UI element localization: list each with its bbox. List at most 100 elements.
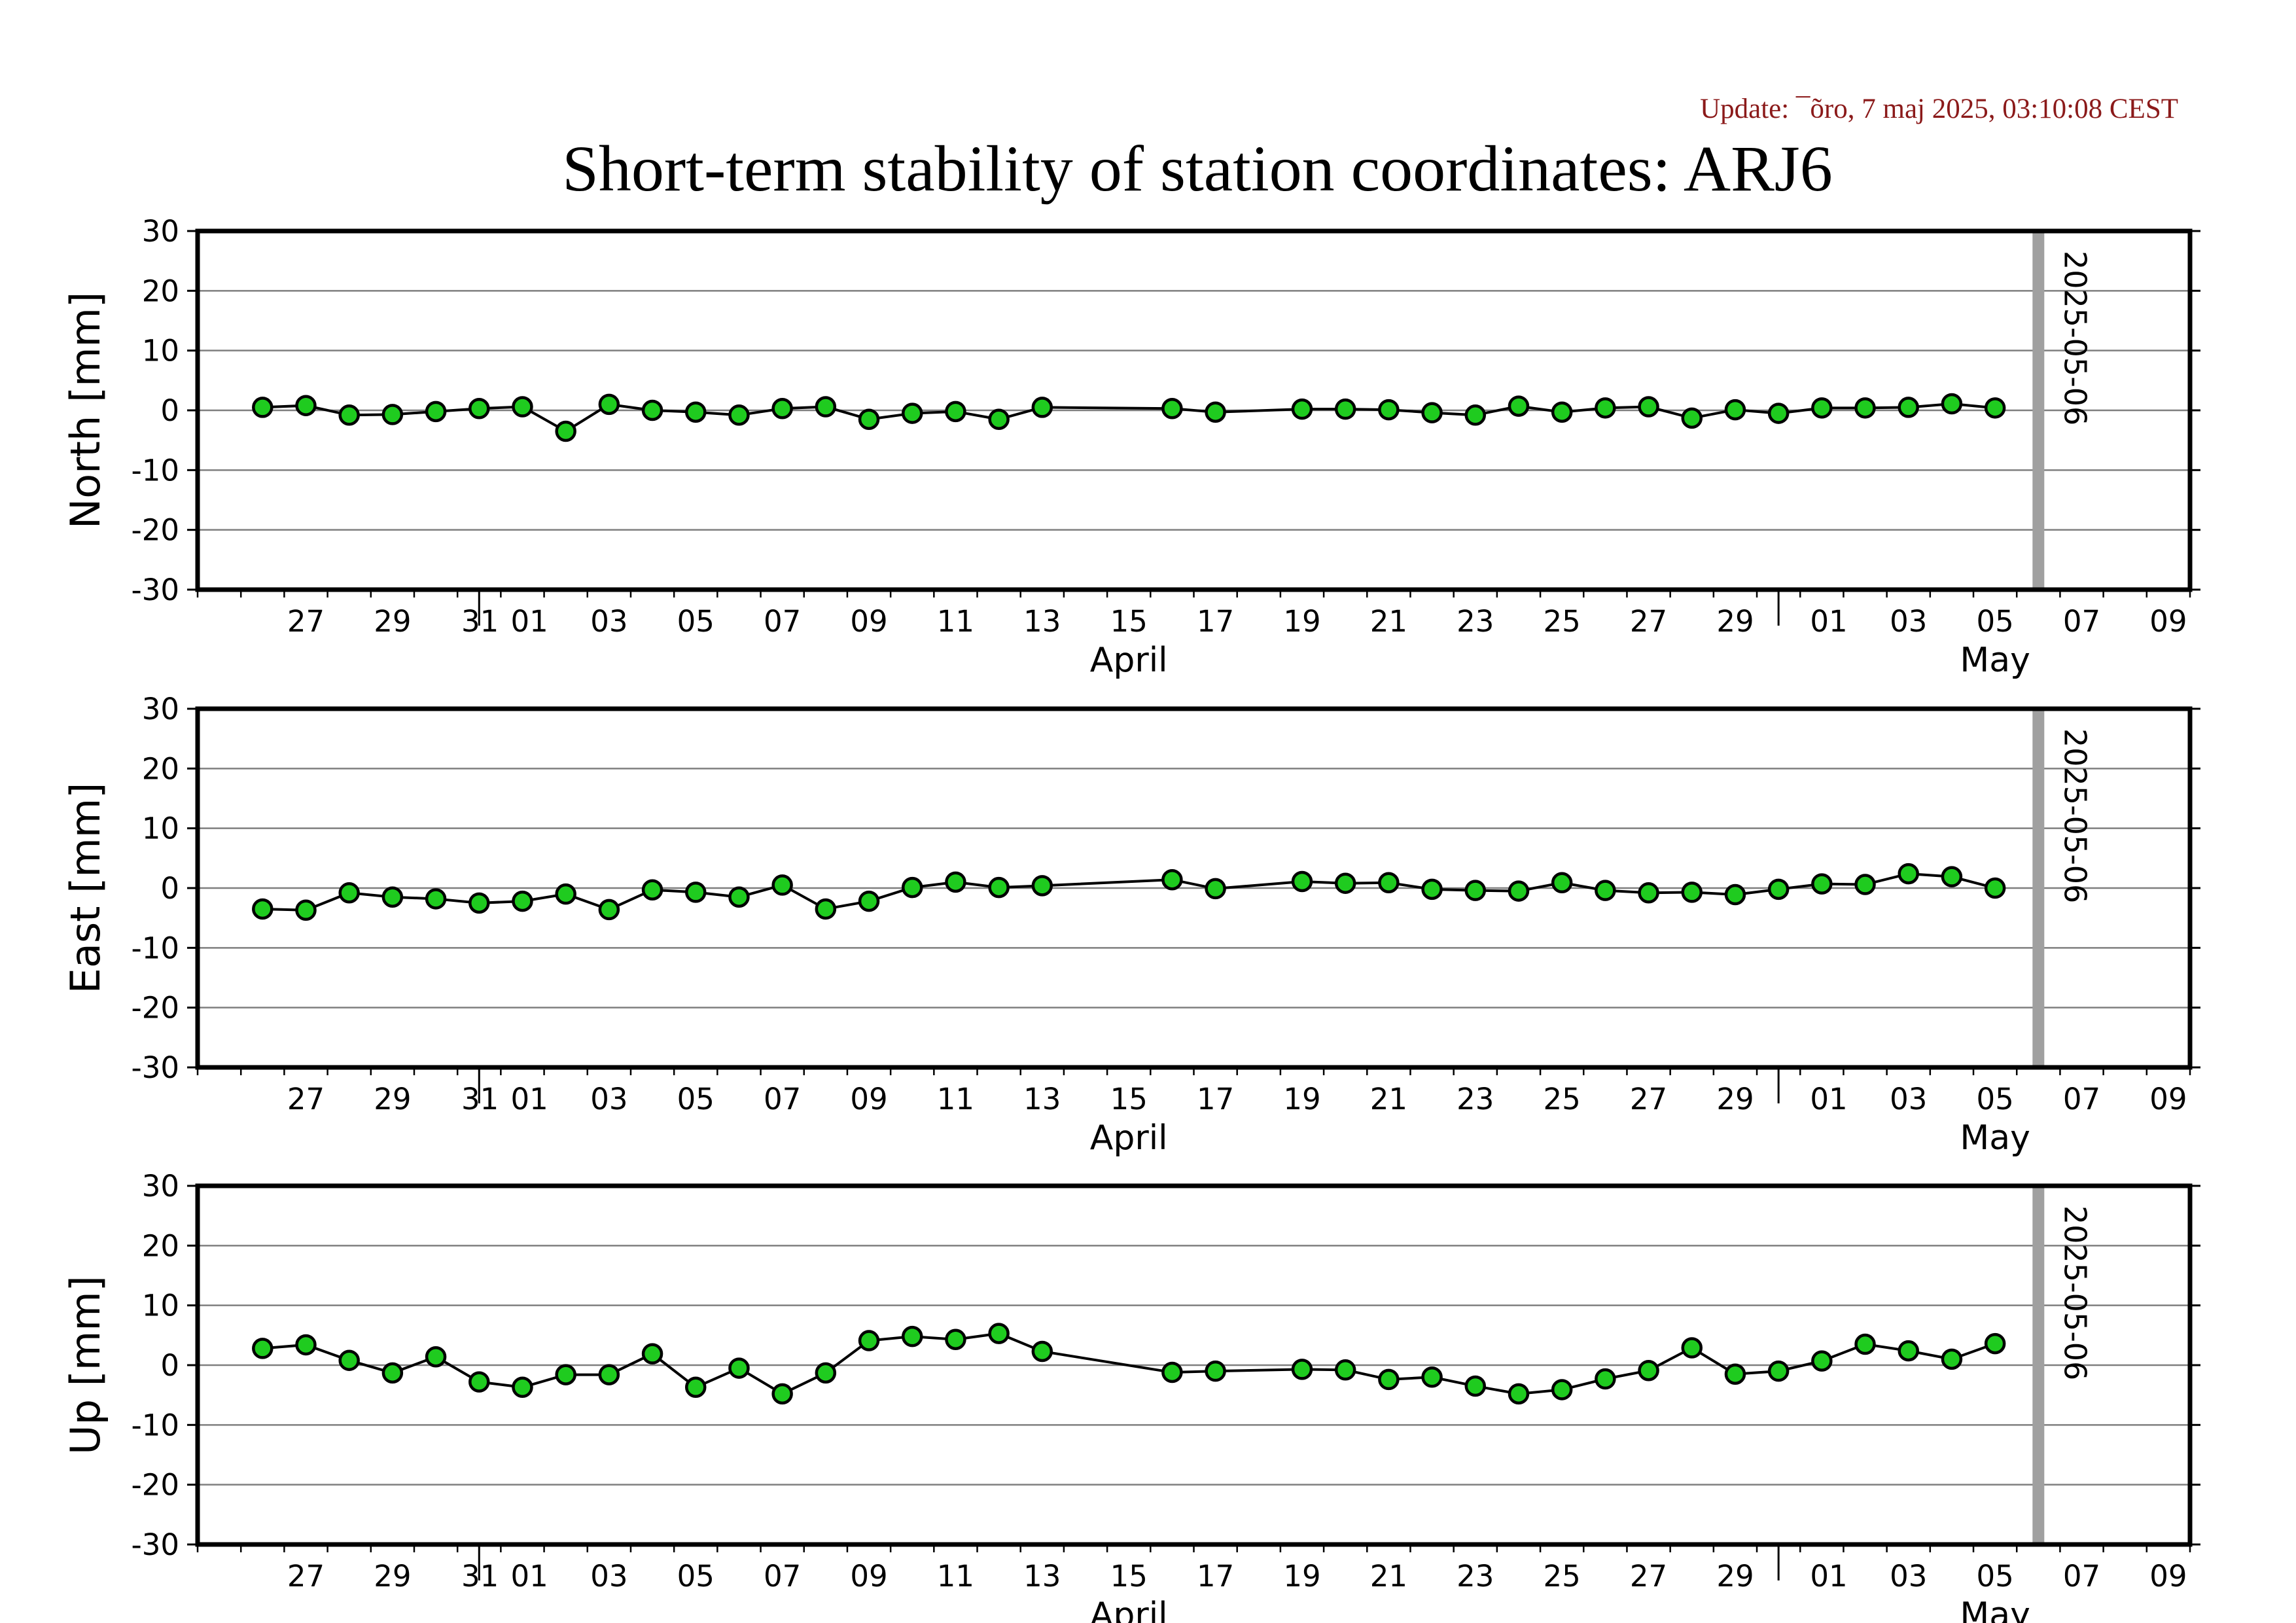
x-tick-label: 27	[1630, 1082, 1667, 1116]
data-point	[1508, 395, 1530, 417]
x-tick-label: 15	[1110, 1082, 1148, 1116]
data-point	[252, 397, 274, 418]
x-tick-label: 17	[1197, 604, 1234, 639]
data-point	[1724, 1363, 1746, 1385]
data-point	[252, 1338, 274, 1359]
data-point	[1421, 1366, 1443, 1388]
y-axis-label: North [mm]	[62, 292, 109, 529]
date-marker-label: 2025-05-06	[2057, 251, 2093, 425]
x-tick-label: 23	[1457, 1082, 1494, 1116]
month-label: April	[1090, 1118, 1168, 1158]
month-label: May	[1960, 1596, 2030, 1623]
data-point	[1595, 397, 1616, 419]
y-axis-label: Up [mm]	[62, 1275, 109, 1455]
data-point	[295, 395, 317, 416]
data-point	[1724, 399, 1746, 421]
data-point	[728, 1357, 750, 1379]
x-tick-label: 15	[1110, 604, 1148, 639]
data-point	[1334, 872, 1356, 894]
data-point	[598, 1364, 620, 1385]
data-point	[1334, 1359, 1356, 1381]
data-point	[945, 401, 966, 423]
x-tick-label: 03	[590, 1082, 627, 1116]
x-tick-label: 01	[510, 604, 548, 639]
data-point	[1205, 401, 1226, 423]
data-point	[425, 888, 447, 910]
data-point	[295, 899, 317, 921]
x-tick-label: 27	[287, 1082, 325, 1116]
data-point	[381, 404, 404, 425]
x-tick-label: 07	[764, 1082, 801, 1116]
data-point	[945, 871, 966, 893]
panel-0: 2025-05-06 30 20 10 0 -10 -20 -30 North [mm] 27 29…	[62, 214, 2200, 680]
month-label: May	[1960, 1118, 2030, 1158]
data-point	[1898, 1340, 1919, 1362]
data-point	[1205, 1360, 1226, 1382]
data-point	[945, 1329, 966, 1350]
y-axis-label: East [mm]	[62, 783, 109, 994]
x-tick-label: 19	[1283, 1559, 1320, 1594]
x-tick-label: 13	[1023, 1559, 1061, 1594]
data-point	[1421, 878, 1443, 901]
data-point	[1638, 396, 1659, 418]
y-tick-label: 20	[142, 751, 179, 786]
y-tick-label: -30	[132, 1050, 180, 1085]
y-tick-label: -30	[132, 1527, 180, 1562]
y-tick-label: 10	[142, 334, 179, 368]
data-point	[1508, 1383, 1530, 1405]
data-point	[771, 874, 793, 896]
data-point	[1378, 872, 1400, 894]
data-point	[338, 404, 360, 426]
data-point	[858, 408, 880, 430]
x-tick-label: 23	[1457, 1559, 1494, 1594]
data-point	[771, 398, 793, 419]
data-point	[815, 396, 837, 418]
data-point	[1595, 880, 1616, 901]
date-marker-label: 2025-05-06	[2057, 728, 2093, 903]
update-timestamp: Update: ¯õro, 7 maj 2025, 03:10:08 CEST	[1700, 94, 2178, 124]
x-tick-label: 11	[937, 1559, 974, 1594]
y-tick-label: -10	[132, 453, 180, 488]
data-point	[988, 1323, 1010, 1344]
y-tick-label: 0	[160, 393, 179, 428]
y-tick-label: -30	[132, 573, 180, 607]
data-point	[988, 408, 1010, 430]
x-tick-label: 27	[1630, 604, 1667, 639]
y-tick-label: 30	[142, 692, 179, 726]
data-point	[1811, 1350, 1833, 1372]
x-tick-label: 29	[374, 1559, 411, 1594]
data-point	[1161, 868, 1183, 891]
y-tick-label: -20	[132, 513, 180, 548]
date-marker-label: 2025-05-06	[2057, 1205, 2093, 1380]
x-tick-label: 29	[1716, 1559, 1754, 1594]
data-point	[1941, 1348, 1963, 1370]
data-point	[1464, 404, 1487, 426]
data-point	[641, 399, 663, 421]
data-point	[641, 879, 663, 901]
data-point	[1941, 393, 1963, 415]
x-tick-label: 25	[1544, 1082, 1581, 1116]
data-point	[1551, 401, 1573, 423]
y-tick-label: 10	[142, 812, 179, 846]
x-tick-label: 05	[1976, 604, 2013, 639]
data-point	[1898, 397, 1919, 418]
x-tick-label: 27	[287, 1559, 325, 1594]
x-tick-label: 27	[1630, 1559, 1667, 1594]
data-point	[1984, 877, 2006, 899]
x-tick-label: 03	[1890, 604, 1927, 639]
y-tick-label: 0	[160, 1348, 179, 1383]
data-point	[728, 404, 750, 426]
data-point	[1508, 880, 1530, 902]
y-tick-label: 30	[142, 1169, 179, 1204]
data-point	[1767, 1360, 1790, 1382]
x-tick-label: 15	[1110, 1559, 1148, 1594]
data-point	[1551, 1379, 1573, 1400]
x-tick-label: 19	[1283, 604, 1320, 639]
y-tick-label: -20	[132, 1468, 180, 1503]
data-point	[901, 1325, 923, 1347]
x-tick-label: 31	[461, 1559, 499, 1594]
x-tick-label: 27	[287, 604, 325, 639]
data-point	[1767, 878, 1790, 901]
data-point	[685, 882, 707, 903]
